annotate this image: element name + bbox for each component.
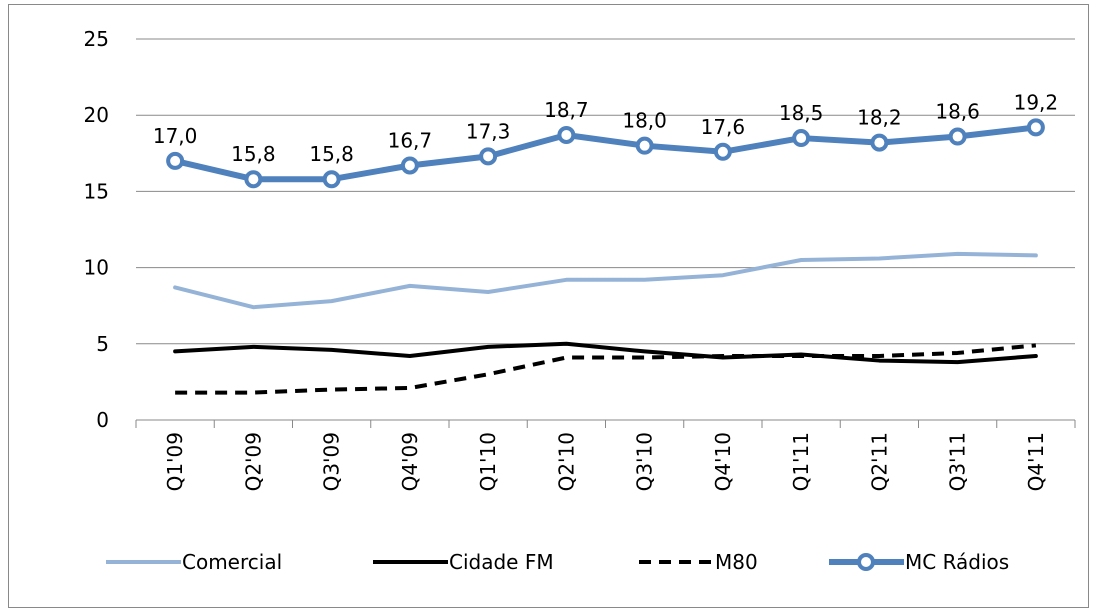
x-tick-label: Q2'09	[241, 432, 265, 491]
x-tick-label: Q1'09	[163, 432, 187, 491]
data-label: 18,6	[935, 100, 980, 124]
line-chart: 0 5 10 15 20 25 Q1'09 Q2'09 Q3'09 Q4'09 Q1'10 Q2'10…	[84, 27, 1076, 574]
series-line-cidade-fm	[173, 341, 1038, 365]
x-tick-label: Q2'10	[554, 432, 578, 491]
data-label: 18,0	[622, 109, 667, 133]
data-point	[948, 127, 967, 146]
data-label: 19,2	[1014, 90, 1059, 114]
y-tick-label: 5	[96, 332, 109, 356]
series-line-m80	[175, 343, 1037, 395]
data-label: 15,8	[309, 142, 354, 166]
legend-label: M80	[715, 550, 758, 574]
x-tick-label: Q4'11	[1024, 432, 1048, 491]
legend-label: Cidade FM	[449, 550, 554, 574]
data-label: 16,7	[388, 128, 433, 152]
x-tick-label: Q1'11	[789, 432, 813, 491]
data-point	[479, 147, 498, 166]
x-tick-label: Q3'11	[946, 432, 970, 491]
data-label: 18,7	[544, 98, 589, 122]
data-point	[635, 136, 654, 155]
data-point	[557, 126, 576, 145]
legend-label: MC Rádios	[905, 550, 1009, 574]
y-tick-label: 20	[84, 103, 109, 127]
data-point	[792, 129, 811, 148]
data-point	[870, 133, 889, 152]
x-tick-label: Q4'09	[398, 432, 422, 491]
legend-label: Comercial	[182, 550, 282, 574]
x-tick-label: Q1'10	[476, 432, 500, 491]
x-tick-label: Q4'10	[711, 432, 735, 491]
legend-marker	[857, 553, 875, 571]
y-tick-label: 0	[96, 408, 109, 432]
data-label: 18,5	[779, 101, 824, 125]
data-label: 17,3	[466, 119, 511, 143]
y-tick-label: 25	[84, 27, 109, 51]
chart-area: 0 5 10 15 20 25 Q1'09 Q2'09 Q3'09 Q4'09 Q1'10 Q2'10…	[8, 4, 1089, 608]
data-label: 17,0	[153, 124, 198, 148]
data-point	[166, 151, 185, 170]
data-point	[244, 170, 263, 189]
x-tick-label: Q3'10	[633, 432, 657, 491]
data-label: 17,6	[701, 115, 746, 139]
series-line-comercial	[173, 251, 1038, 310]
x-tick-label: Q3'09	[320, 432, 344, 491]
data-point	[713, 142, 732, 161]
data-label: 15,8	[231, 142, 276, 166]
y-tick-label: 15	[84, 179, 109, 203]
data-label: 18,2	[857, 106, 902, 130]
data-point	[1026, 118, 1045, 137]
series-line-mc-r-dios	[172, 124, 1039, 183]
data-point	[400, 156, 419, 175]
data-point	[322, 170, 341, 189]
x-tick-label: Q2'11	[867, 432, 891, 491]
y-tick-label: 10	[84, 256, 109, 280]
